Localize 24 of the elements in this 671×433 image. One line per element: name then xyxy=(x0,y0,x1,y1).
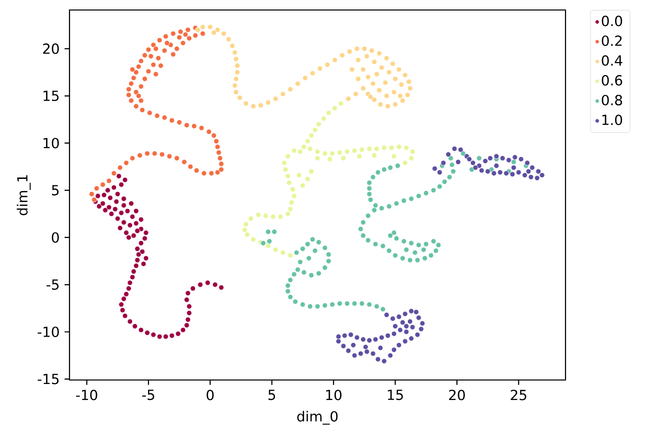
legend-label: 0.2 xyxy=(602,35,622,46)
y-tick-label: 10 xyxy=(44,138,59,148)
y-tick-label: -15 xyxy=(38,374,59,384)
y-tick-label: -5 xyxy=(46,279,59,290)
legend-label: 0.8 xyxy=(602,94,622,106)
x-tick-label: -10 xyxy=(76,390,98,400)
y-tick-label: 20 xyxy=(43,43,59,54)
legend-label: 0.6 xyxy=(602,75,622,86)
y-tick-label: 5 xyxy=(52,185,59,196)
legend-label: 0.4 xyxy=(602,55,622,66)
x-tick-label: -5 xyxy=(142,390,154,400)
x-tick-label: 15 xyxy=(388,390,403,400)
legend-label: 0.0 xyxy=(602,16,622,26)
y-tick-label: 15 xyxy=(44,90,59,102)
x-tick-label: 10 xyxy=(326,390,342,400)
x-tick-label: 5 xyxy=(268,390,276,400)
legend-label: 1.0 xyxy=(602,114,622,126)
x-tick-label: 20 xyxy=(449,390,465,400)
y-tick-label: 0 xyxy=(52,232,59,243)
x-tick-label: 0 xyxy=(206,390,214,400)
x-tick-label: 25 xyxy=(510,390,526,400)
x-axis-title: dim_0 xyxy=(297,410,338,425)
y-axis-title: dim_1 xyxy=(16,175,31,216)
y-tick-label: -10 xyxy=(38,326,59,338)
